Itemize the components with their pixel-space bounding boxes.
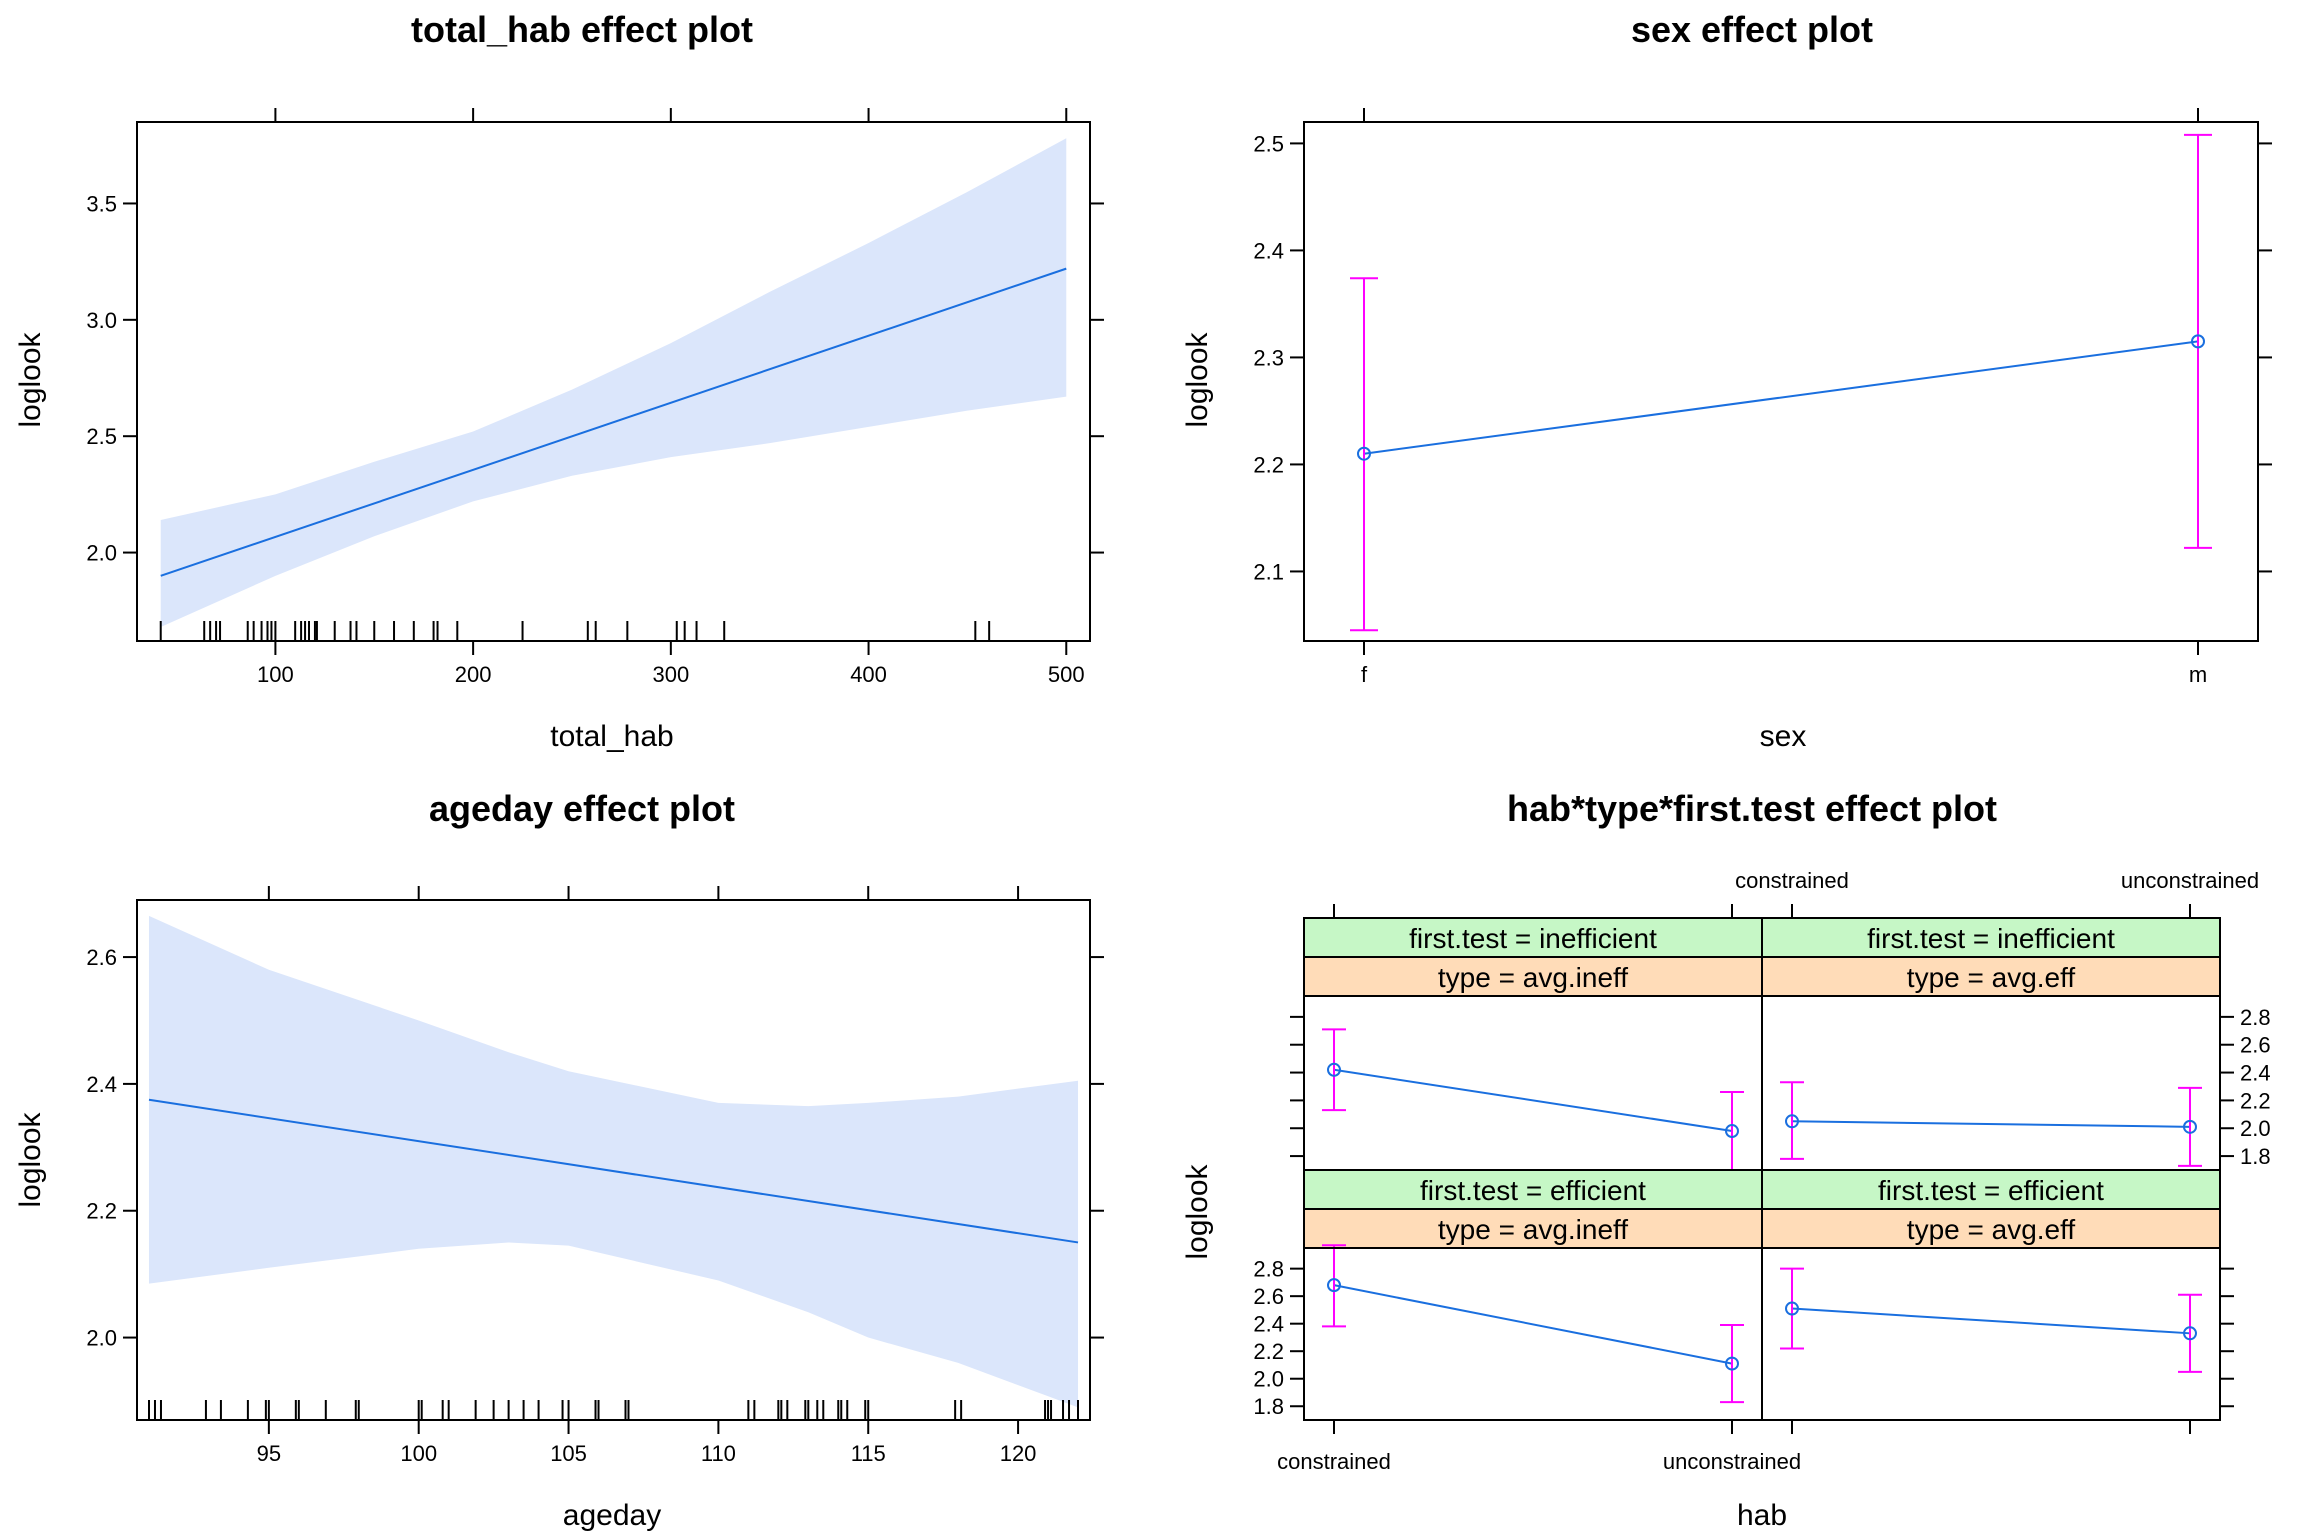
- facet-4-strip-type: [1761, 1208, 2221, 1249]
- facet-3-point: [1327, 1278, 1341, 1293]
- sex-fit-line: [1363, 340, 2199, 455]
- hab-ytick-label-left: 2.8: [1253, 1257, 1284, 1282]
- facet-1-fit-line: [1333, 1068, 1733, 1133]
- hab-ytick-label-left: 2.0: [1253, 1367, 1284, 1392]
- hab-ytick-label-right: 2.0: [2240, 1116, 2271, 1141]
- sex-title: sex effect plot: [1631, 9, 1873, 50]
- ageday-xtick-label: 115: [851, 1441, 886, 1466]
- total-hab-xtick-label: 500: [1048, 662, 1085, 687]
- facet-3-strip-first-test: [1303, 1169, 1763, 1210]
- facet-2-point: [1785, 1114, 1799, 1129]
- hab-ytick-label-right: 2.8: [2240, 1005, 2271, 1030]
- ageday-ytick-label: 2.6: [86, 945, 117, 970]
- total-hab-ytick-label: 3.0: [86, 308, 117, 333]
- hab-type-first-panel: hab*type*first.test effect plot hab logl…: [1181, 788, 2271, 1532]
- total-hab-xtick-label: 100: [257, 662, 294, 687]
- sex-ytick-label: 2.4: [1253, 238, 1284, 263]
- facet-4-strip-first-test-label: first.test = efficient: [1878, 1175, 2104, 1206]
- hab-ytick-label-right: 1.8: [2240, 1144, 2271, 1169]
- ageday-ytick-label: 2.0: [86, 1326, 117, 1351]
- facet-1-point: [1327, 1062, 1341, 1077]
- ageday-panel: ageday effect plot ageday loglook 95 100 1…: [14, 788, 1104, 1532]
- facet-2-strip-first-test-label: first.test = inefficient: [1867, 923, 2115, 954]
- facet-3-strip-type-label: type = avg.ineff: [1438, 1214, 1628, 1245]
- hab-type-first-title: hab*type*first.test effect plot: [1507, 788, 1997, 829]
- sex-xlabel: sex: [1760, 720, 1807, 753]
- ageday-fit-line: [148, 1098, 1079, 1244]
- total-hab-ytick-label: 2.5: [86, 424, 117, 449]
- total-hab-xlabel: total_hab: [550, 720, 673, 753]
- hab-ytick-label-left: 2.4: [1253, 1312, 1284, 1337]
- ageday-xtick-label: 110: [701, 1441, 736, 1466]
- hab-ytick-label-left: 2.6: [1253, 1284, 1284, 1309]
- total-hab-ytick-label: 2.0: [86, 541, 117, 566]
- facet-2-point: [2183, 1119, 2197, 1134]
- facet-4-point: [2183, 1326, 2197, 1341]
- hab-ytick-label-left: 2.2: [1253, 1339, 1284, 1364]
- total-hab-xtick-label: 400: [850, 662, 887, 687]
- hab-xtick-label-top: unconstrained: [2121, 868, 2259, 893]
- facet-1-plot-frame: [1303, 995, 1763, 1171]
- sex-xtick-label: f: [1361, 662, 1368, 687]
- facet-1-point: [1725, 1124, 1739, 1139]
- facet-4-fit-line: [1791, 1307, 2191, 1335]
- ageday-ylabel: loglook: [14, 1111, 47, 1207]
- ageday-xtick-label: 95: [257, 1441, 281, 1466]
- total-hab-xtick-label: 200: [455, 662, 492, 687]
- total-hab-confidence-band: [160, 138, 1067, 628]
- facet-2-plot-frame: [1761, 995, 2221, 1171]
- facet-4-point: [1785, 1301, 1799, 1316]
- facet-4-strip-type-label: type = avg.eff: [1907, 1214, 2076, 1245]
- facet-1-strip-first-test-label: first.test = inefficient: [1409, 923, 1657, 954]
- sex-plot-frame: [1303, 121, 2259, 642]
- ageday-xtick-label: 120: [1000, 1441, 1037, 1466]
- hab-ytick-label-right: 2.6: [2240, 1033, 2271, 1058]
- facet-3-plot-frame: [1303, 1247, 1763, 1421]
- sex-ytick-label: 2.2: [1253, 452, 1284, 477]
- hab-ytick-label-right: 2.4: [2240, 1061, 2271, 1086]
- sex-point: [1357, 446, 1371, 461]
- hab-ytick-label-left: 1.8: [1253, 1394, 1284, 1419]
- ageday-plot-frame: [136, 899, 1091, 1421]
- hab-xtick-label-bottom: unconstrained: [1663, 1449, 1801, 1474]
- sex-xtick-label: m: [2189, 662, 2207, 687]
- ageday-title: ageday effect plot: [429, 788, 735, 829]
- facet-4-strip-first-test: [1761, 1169, 2221, 1210]
- total-hab-ytick-label: 3.5: [86, 191, 117, 216]
- sex-ytick-label: 2.1: [1253, 559, 1284, 584]
- ageday-ytick-label: 2.2: [86, 1199, 117, 1224]
- facet-3-point: [1725, 1356, 1739, 1371]
- facet-4-plot-frame: [1761, 1247, 2221, 1421]
- sex-ytick-label: 2.3: [1253, 345, 1284, 370]
- ageday-ytick-label: 2.4: [86, 1072, 117, 1097]
- facet-2-fit-line: [1791, 1120, 2191, 1128]
- hab-type-first-ylabel: loglook: [1181, 1163, 1214, 1259]
- ageday-confidence-band: [148, 915, 1079, 1408]
- facet-2-strip-first-test: [1761, 917, 2221, 958]
- facet-3-strip-type: [1303, 1208, 1763, 1249]
- sex-ytick-label: 2.5: [1253, 131, 1284, 156]
- ageday-xlabel: ageday: [563, 1499, 661, 1532]
- sex-ylabel: loglook: [1181, 331, 1214, 427]
- hab-xtick-label-bottom: constrained: [1277, 1449, 1391, 1474]
- facet-2-strip-type-label: type = avg.eff: [1907, 962, 2076, 993]
- hab-type-first-xlabel: hab: [1737, 1499, 1787, 1532]
- hab-ytick-label-right: 2.2: [2240, 1088, 2271, 1113]
- facet-1-strip-type-label: type = avg.ineff: [1438, 962, 1628, 993]
- facet-3-strip-first-test-label: first.test = efficient: [1420, 1175, 1646, 1206]
- total-hab-title: total_hab effect plot: [411, 9, 753, 50]
- ageday-xtick-label: 100: [400, 1441, 437, 1466]
- facet-3-fit-line: [1333, 1284, 1733, 1365]
- total-hab-plot-frame: [136, 121, 1091, 642]
- facet-2-strip-type: [1761, 956, 2221, 997]
- sex-point: [2191, 334, 2205, 349]
- total-hab-ylabel: loglook: [14, 331, 47, 427]
- total-hab-panel: total_hab effect plot total_hab loglook …: [14, 9, 1104, 753]
- hab-xtick-label-top: constrained: [1735, 868, 1849, 893]
- total-hab-fit-line: [160, 267, 1067, 577]
- sex-panel: sex effect plot sex loglook f m 2.1 2.2 2.3 2…: [1181, 9, 2272, 753]
- total-hab-xtick-label: 300: [652, 662, 689, 687]
- ageday-xtick-label: 105: [550, 1441, 587, 1466]
